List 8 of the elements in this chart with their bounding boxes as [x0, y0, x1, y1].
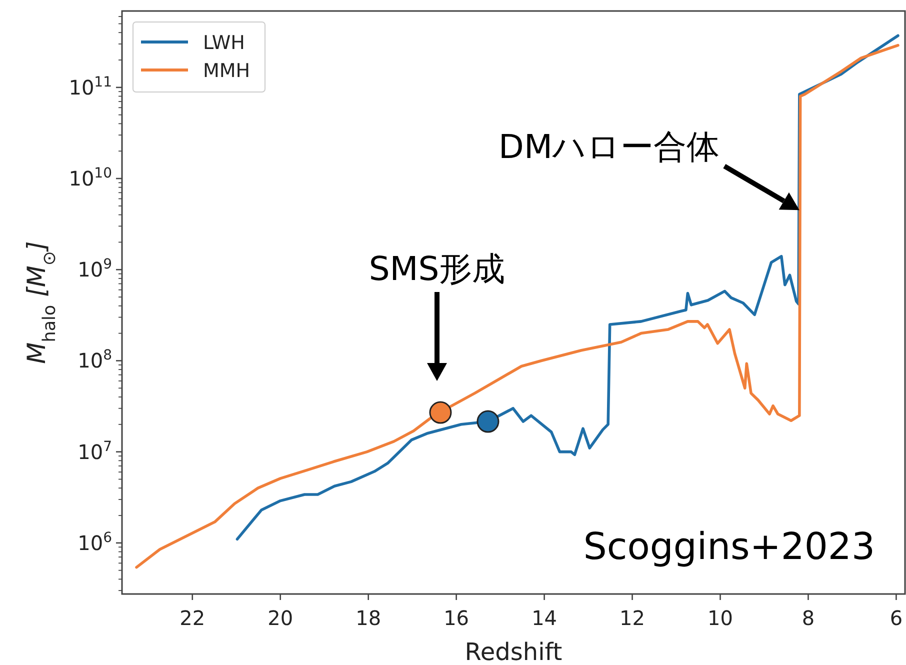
x-axis-title: Redshift — [464, 638, 562, 665]
annotation: DMハロー合体 — [498, 127, 720, 166]
legend-label: MMH — [203, 60, 250, 82]
annotation: SMS形成 — [368, 249, 506, 381]
annotation: Scoggins+2023 — [583, 525, 875, 568]
annotation: DMハロー合体 — [498, 127, 800, 210]
annotation: SMS形成 — [368, 249, 506, 288]
legend-label: LWH — [203, 32, 245, 54]
